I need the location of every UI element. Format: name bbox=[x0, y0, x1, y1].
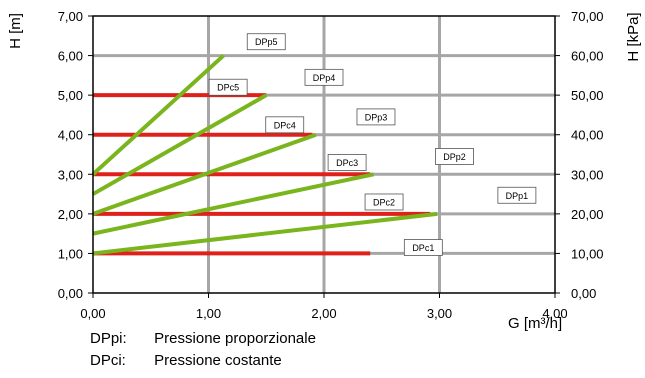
y-tick-label-left: 2,00 bbox=[58, 207, 83, 222]
series bbox=[91, 54, 438, 256]
y-tick-label-left: 4,00 bbox=[58, 128, 83, 143]
series-line-dpp2 bbox=[92, 172, 375, 236]
curve-label-dpc2: DPc2 bbox=[364, 193, 404, 211]
label-box bbox=[327, 154, 367, 171]
label-box bbox=[208, 78, 248, 96]
y-tick-label-left: 3,00 bbox=[58, 167, 83, 182]
label-text: DPc2 bbox=[373, 197, 395, 207]
series-line-dpp1 bbox=[92, 211, 438, 256]
curve-label-dpc3: DPc3 bbox=[327, 154, 367, 171]
label-text: DPp3 bbox=[365, 112, 388, 122]
label-box bbox=[265, 116, 305, 134]
legend-row-proportional: DPpi: Pressione proporzionale bbox=[90, 330, 316, 347]
x-tick-label: 3,00 bbox=[427, 306, 452, 321]
label-text: DPc4 bbox=[274, 120, 296, 130]
curve-label-dpc4: DPc4 bbox=[265, 116, 305, 134]
label-box bbox=[435, 148, 474, 165]
y-tick-label-left: 1,00 bbox=[58, 246, 83, 261]
label-text: DPc5 bbox=[217, 83, 239, 93]
label-text: DPp5 bbox=[255, 37, 278, 47]
y-axis-title-right: H [kPa] bbox=[625, 12, 642, 61]
label-text: DPp1 bbox=[506, 191, 529, 201]
label-box bbox=[304, 68, 344, 86]
x-tick-label: 0,00 bbox=[80, 306, 105, 321]
x-tick-label: 4,00 bbox=[542, 306, 567, 321]
ticks: 0,00 1,00 2,00 3,00 4,00 0,00 1,00 2,00 3,00 4,00… bbox=[58, 9, 604, 321]
y-tick-label-right: 10,00 bbox=[571, 246, 604, 261]
y-axis-title-left: H [m] bbox=[7, 13, 24, 49]
x-tick-label: 2,00 bbox=[311, 306, 336, 321]
curve-label-dpc1: DPc1 bbox=[403, 239, 443, 256]
label-box bbox=[497, 186, 537, 204]
legend-code: DPci: bbox=[90, 352, 126, 369]
series-line-dpp3 bbox=[92, 132, 317, 216]
label-text: DPp4 bbox=[313, 73, 336, 83]
label-box bbox=[356, 108, 396, 126]
y-tick-label-right: 50,00 bbox=[571, 88, 604, 103]
legend-row-constant: DPci: Pressione costante bbox=[90, 352, 282, 369]
x-tick-label: 1,00 bbox=[196, 306, 221, 321]
legend-desc: Pressione costante bbox=[154, 352, 282, 369]
legend-code: DPpi: bbox=[90, 330, 127, 347]
y-tick-label-right: 20,00 bbox=[571, 207, 604, 222]
label-box bbox=[246, 33, 286, 51]
label-text: DPc3 bbox=[336, 158, 358, 168]
y-tick-label-right: 70,00 bbox=[571, 9, 604, 24]
curve-label-dpp5: DPp5 bbox=[246, 33, 286, 51]
series-line-dpp4 bbox=[92, 93, 268, 196]
legend-desc: Pressione proporzionale bbox=[154, 330, 316, 347]
label-box bbox=[403, 239, 443, 256]
label-box bbox=[364, 193, 404, 211]
y-tick-label-right: 40,00 bbox=[571, 128, 604, 143]
series-line-dpp5 bbox=[91, 54, 225, 176]
curve-label-dpp4: DPp4 bbox=[304, 68, 344, 86]
box-labels: DPp5 DPp4 DPc5 DPp3 DPc4 DPp2 DPc3 DPp1 DPc2 DPc1 bbox=[208, 33, 537, 256]
x-axis-title: G [m³/h] bbox=[508, 315, 563, 332]
y-tick-label-left: 5,00 bbox=[58, 88, 83, 103]
y-tick-label-right: 60,00 bbox=[571, 49, 604, 64]
curve-label-dpp2: DPp2 bbox=[435, 148, 474, 165]
y-tick-label-right: 30,00 bbox=[571, 167, 604, 182]
y-tick-label-left: 7,00 bbox=[58, 9, 83, 24]
y-tick-label-right: 0,00 bbox=[571, 286, 596, 301]
curve-label-dpp1: DPp1 bbox=[497, 186, 537, 204]
label-text: DPp2 bbox=[443, 152, 466, 162]
curve-label-dpp3: DPp3 bbox=[356, 108, 396, 126]
y-tick-label-left: 6,00 bbox=[58, 49, 83, 64]
y-tick-label-left: 0,00 bbox=[58, 286, 83, 301]
label-text: DPc1 bbox=[412, 243, 434, 253]
curve-label-dpc5: DPc5 bbox=[208, 78, 248, 96]
